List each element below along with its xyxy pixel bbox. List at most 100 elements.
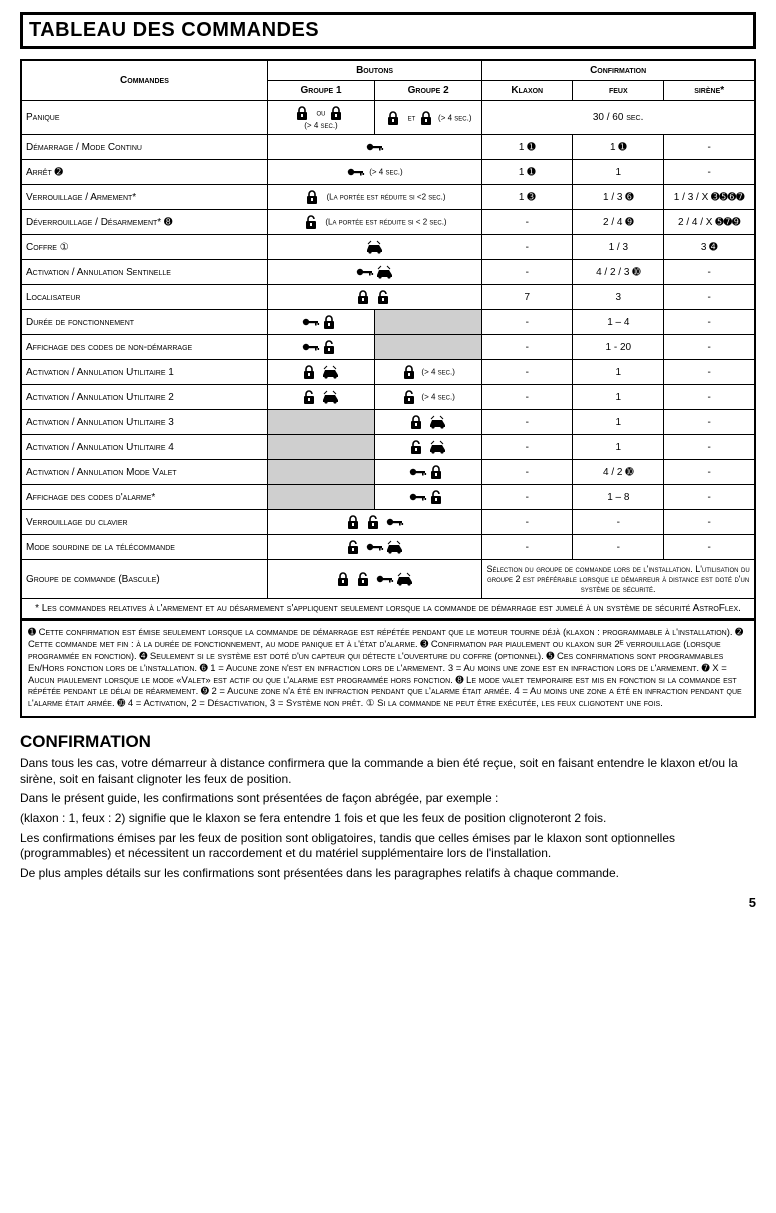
conf-klaxon: -	[482, 535, 573, 560]
row-label: Activation / Annulation Utilitaire 1	[21, 360, 267, 385]
table-row: Activation / Annulation Utilitaire 2(> 4…	[21, 385, 755, 410]
unlock-icon	[365, 514, 385, 530]
conf-sirene: -	[664, 510, 755, 535]
conf-klaxon: -	[482, 460, 573, 485]
asterisk-note-row: * Les commandes relatives à l'armement e…	[21, 599, 755, 620]
conf-klaxon: -	[482, 360, 573, 385]
unlock-icon	[375, 289, 395, 305]
lock-icon	[335, 571, 355, 587]
conf-span: 30 / 60 sec.	[482, 101, 755, 135]
car-icon	[385, 539, 405, 555]
conf-feux: 3	[573, 285, 664, 310]
conf-sirene: -	[664, 460, 755, 485]
conf-sirene: -	[664, 385, 755, 410]
group2-cell	[375, 460, 482, 485]
table-row: Activation / Annulation Mode Valet-4 / 2…	[21, 460, 755, 485]
conf-klaxon: 1 ➊	[482, 135, 573, 160]
para3: (klaxon : 1, feux : 2) signifie que le k…	[20, 811, 756, 827]
group2-cell: (> 4 sec.)	[375, 360, 482, 385]
group1-cell	[267, 335, 374, 360]
group2-cell: (> 4 sec.)	[375, 385, 482, 410]
group1-cell	[267, 460, 374, 485]
table-row: Arrêt ➋ (> 4 sec.)1 ➊1-	[21, 160, 755, 185]
conf-feux: 1	[573, 385, 664, 410]
unlock-icon	[401, 389, 421, 405]
table-row: Activation / Annulation Utilitaire 1 (> 4…	[21, 360, 755, 385]
conf-feux: 1	[573, 360, 664, 385]
car-icon	[428, 414, 448, 430]
buttons-cell: (> 4 sec.)	[267, 160, 481, 185]
th-feux: feux	[573, 81, 664, 101]
table-row: Groupe de commande (Bascule)Sélection du…	[21, 560, 755, 599]
conf-klaxon: 1 ➌	[482, 185, 573, 210]
para2: Dans le présent guide, les confirmations…	[20, 791, 756, 807]
unlock-icon	[428, 489, 448, 505]
key-icon	[385, 514, 405, 530]
group2-cell: et (> 4 sec.)	[375, 101, 482, 135]
key-icon	[408, 489, 428, 505]
lock-icon	[328, 105, 348, 121]
table-row: Déverrouillage / Désarmement* ➑ (La port…	[21, 210, 755, 235]
lock-icon	[294, 105, 314, 121]
conf-feux: 1 ➊	[573, 135, 664, 160]
unlock-icon	[321, 339, 341, 355]
table-row: Affichage des codes de non-démarrage-1 -…	[21, 335, 755, 360]
conf-sirene: 2 / 4 / X ➎➐➒	[664, 210, 755, 235]
row-label: Déverrouillage / Désarmement* ➑	[21, 210, 267, 235]
conf-klaxon: 1 ➊	[482, 160, 573, 185]
buttons-cell	[267, 560, 481, 599]
lock-icon	[418, 110, 438, 126]
para4: Les confirmations émises par les feux de…	[20, 831, 756, 862]
unlock-icon	[355, 571, 375, 587]
buttons-cell	[267, 510, 481, 535]
confirmation-heading: CONFIRMATION	[20, 732, 756, 752]
conf-klaxon: 7	[482, 285, 573, 310]
conf-feux: -	[573, 510, 664, 535]
key-icon	[346, 164, 366, 180]
conf-sirene: -	[664, 435, 755, 460]
row-label: Verrouillage du clavier	[21, 510, 267, 535]
lock-icon	[345, 514, 365, 530]
table-row: Mode sourdine de la télécommande---	[21, 535, 755, 560]
table-row: Verrouillage du clavier---	[21, 510, 755, 535]
conf-text: Sélection du groupe de commande lors de …	[482, 560, 755, 599]
conf-feux: 4 / 2 / 3 ➓	[573, 260, 664, 285]
table-row: Localisateur 73-	[21, 285, 755, 310]
conf-sirene: -	[664, 285, 755, 310]
row-label: Localisateur	[21, 285, 267, 310]
conf-sirene: 1 / 3 / X ➌➎➏➐	[664, 185, 755, 210]
buttons-cell	[267, 535, 481, 560]
key-icon	[375, 571, 395, 587]
th-klaxon: Klaxon	[482, 81, 573, 101]
key-icon	[355, 264, 375, 280]
buttons-cell: (La portée est réduite si < 2 sec.)	[267, 210, 481, 235]
group1-cell	[267, 435, 374, 460]
car-icon	[365, 239, 385, 255]
conf-sirene: -	[664, 410, 755, 435]
table-row: Démarrage / Mode Continu1 ➊1 ➊-	[21, 135, 755, 160]
row-label: Affichage des codes de non-démarrage	[21, 335, 267, 360]
group1-cell	[267, 485, 374, 510]
conf-klaxon: -	[482, 385, 573, 410]
conf-klaxon: -	[482, 235, 573, 260]
lock-icon	[401, 364, 421, 380]
key-icon	[365, 139, 385, 155]
para5: De plus amples détails sur les confirmat…	[20, 866, 756, 882]
th-boutons: Boutons	[267, 60, 481, 81]
asterisk-note: * Les commandes relatives à l'armement e…	[21, 599, 755, 620]
table-row: Panique ou (> 4 sec.) et (> 4 sec.)30 / …	[21, 101, 755, 135]
row-label: Panique	[21, 101, 267, 135]
conf-feux: 1	[573, 410, 664, 435]
unlock-icon	[301, 389, 321, 405]
footnotes-block: ➊ Cette confirmation est émise seulement…	[20, 620, 756, 718]
group2-cell	[375, 310, 482, 335]
commands-table: Commandes Boutons Confirmation Groupe 1 …	[20, 59, 756, 620]
conf-sirene: -	[664, 485, 755, 510]
buttons-cell: (La portée est réduite si <2 sec.)	[267, 185, 481, 210]
lock-icon	[301, 364, 321, 380]
lock-icon	[355, 289, 375, 305]
lock-icon	[321, 314, 341, 330]
row-label: Activation / Annulation Utilitaire 3	[21, 410, 267, 435]
lock-icon	[408, 414, 428, 430]
group1-cell	[267, 360, 374, 385]
